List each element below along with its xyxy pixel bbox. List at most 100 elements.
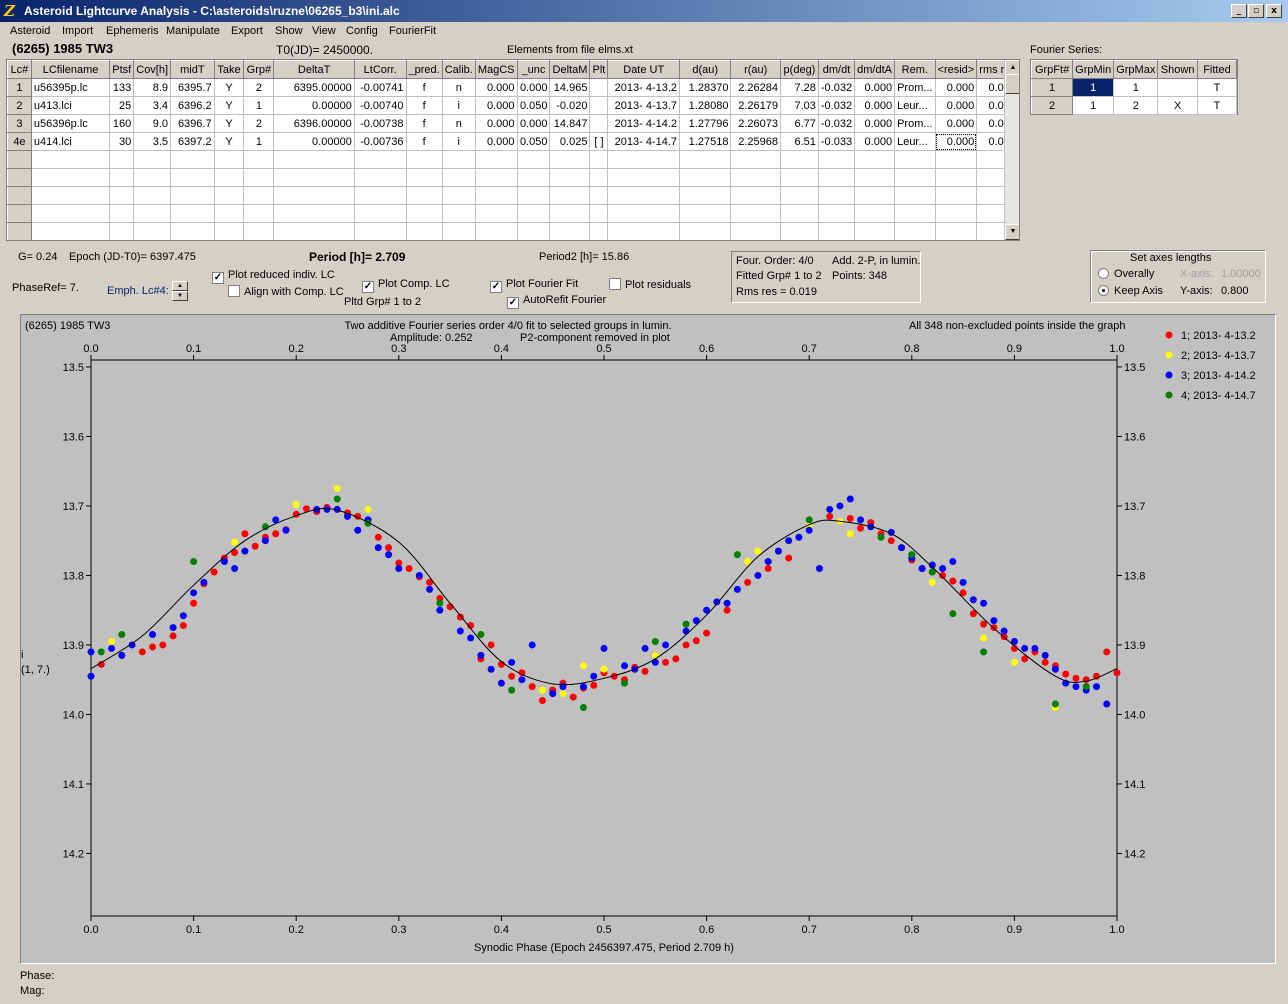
table-cell[interactable]: [589, 96, 609, 115]
table-cell[interactable]: 14.965: [549, 78, 591, 97]
table-cell[interactable]: 0.000: [474, 96, 518, 115]
table-cell[interactable]: [934, 168, 978, 187]
table-row[interactable]: 2 u413.lci 25 3.4 6396.2 Y 1 0.00000 -0.00740 f i 0…: [7, 96, 1019, 115]
row-header[interactable]: 4e: [7, 132, 32, 151]
column-header[interactable]: p(deg): [780, 60, 819, 79]
menu-view[interactable]: View: [312, 25, 336, 37]
table-cell[interactable]: [474, 186, 518, 205]
table-cell[interactable]: [273, 150, 355, 169]
table-cell[interactable]: T: [1196, 96, 1238, 115]
table-cell[interactable]: [441, 204, 476, 223]
table-cell[interactable]: 2.25968: [730, 132, 781, 151]
table-cell[interactable]: 0.050: [516, 96, 551, 115]
table-cell[interactable]: [934, 222, 978, 240]
table-cell[interactable]: [817, 222, 856, 240]
autorefit-checkbox[interactable]: ✓ AutoRefit Fourier: [507, 294, 607, 309]
table-cell[interactable]: 1.27796: [679, 114, 732, 133]
empty-row[interactable]: [7, 186, 1019, 205]
table-cell[interactable]: [780, 150, 819, 169]
table-cell[interactable]: [ ]: [589, 132, 609, 151]
column-header[interactable]: GrpMin: [1072, 60, 1115, 79]
table-cell[interactable]: [273, 222, 355, 240]
table-cell[interactable]: u56395p.lc: [30, 78, 111, 97]
table-cell[interactable]: [109, 222, 135, 240]
column-header[interactable]: Fitted: [1196, 60, 1238, 79]
table-cell[interactable]: 6395.00000: [273, 78, 355, 97]
empty-row[interactable]: [7, 222, 1019, 240]
table-cell[interactable]: i: [441, 132, 476, 151]
table-cell[interactable]: -0.032: [817, 96, 856, 115]
table-cell[interactable]: [353, 150, 407, 169]
table-cell[interactable]: 2.26179: [730, 96, 781, 115]
table-cell[interactable]: [243, 204, 275, 223]
table-cell[interactable]: [780, 204, 819, 223]
table-cell[interactable]: -0.00740: [353, 96, 407, 115]
table-cell[interactable]: [213, 168, 245, 187]
empty-row[interactable]: [7, 150, 1019, 169]
table-cell[interactable]: 2: [243, 78, 275, 97]
table-cell[interactable]: [730, 222, 781, 240]
table-cell[interactable]: [133, 186, 172, 205]
table-cell[interactable]: [516, 168, 551, 187]
table-cell[interactable]: [273, 186, 355, 205]
table-cell[interactable]: [213, 222, 245, 240]
table-cell[interactable]: 8.9: [133, 78, 172, 97]
menu-ephemeris[interactable]: Ephemeris: [106, 25, 159, 37]
table-cell[interactable]: [243, 222, 275, 240]
table-cell[interactable]: 7.03: [780, 96, 819, 115]
table-cell[interactable]: -0.032: [817, 78, 856, 97]
table-cell[interactable]: [607, 204, 681, 223]
checkbox-box[interactable]: [228, 285, 240, 297]
table-cell[interactable]: [589, 114, 609, 133]
table-cell[interactable]: u413.lci: [30, 96, 111, 115]
table-cell[interactable]: -0.00738: [353, 114, 407, 133]
table-cell[interactable]: [30, 186, 111, 205]
table-cell[interactable]: [934, 204, 978, 223]
table-cell[interactable]: [934, 150, 978, 169]
table-cell[interactable]: 0.000: [516, 114, 551, 133]
menu-show[interactable]: Show: [275, 25, 303, 37]
column-header[interactable]: Rem.: [894, 60, 936, 79]
row-header[interactable]: 2: [7, 96, 32, 115]
table-cell[interactable]: [273, 168, 355, 187]
table-cell[interactable]: -0.020: [549, 96, 591, 115]
table-cell[interactable]: [730, 150, 781, 169]
table-cell[interactable]: 2013- 4-13.7: [607, 96, 681, 115]
menu-export[interactable]: Export: [231, 25, 263, 37]
table-cell[interactable]: [516, 204, 551, 223]
column-header[interactable]: _pred.: [405, 60, 443, 79]
scroll-down-icon[interactable]: ▼: [1005, 224, 1019, 240]
checkbox-box[interactable]: ✓: [490, 281, 502, 293]
column-header[interactable]: DeltaM: [549, 60, 591, 79]
column-header[interactable]: d(au): [679, 60, 732, 79]
table-cell[interactable]: [243, 186, 275, 205]
empty-row[interactable]: [7, 204, 1019, 223]
table-cell[interactable]: [894, 150, 936, 169]
table-cell[interactable]: [607, 222, 681, 240]
table-cell[interactable]: [353, 168, 407, 187]
menu-manipulate[interactable]: Manipulate: [166, 25, 220, 37]
row-header[interactable]: [7, 150, 32, 169]
row-header[interactable]: 2: [1030, 96, 1074, 115]
column-header[interactable]: LCfilename: [30, 60, 111, 79]
plot-fourier-checkbox[interactable]: ✓ Plot Fourier Fit: [490, 278, 579, 293]
spin-up-icon[interactable]: ▲: [172, 281, 188, 291]
column-header[interactable]: LtCorr.: [353, 60, 407, 79]
table-cell[interactable]: [679, 168, 732, 187]
table-cell[interactable]: [30, 222, 111, 240]
table-cell[interactable]: Prom...: [894, 114, 936, 133]
table-cell[interactable]: [170, 150, 215, 169]
table-cell[interactable]: -0.00736: [353, 132, 407, 151]
table-cell[interactable]: [780, 186, 819, 205]
column-header[interactable]: dm/dt: [817, 60, 856, 79]
row-header[interactable]: 3: [7, 114, 32, 133]
column-header[interactable]: Cov[h]: [133, 60, 172, 79]
table-cell[interactable]: 0.025: [549, 132, 591, 151]
table-cell[interactable]: Y: [213, 96, 245, 115]
table-cell[interactable]: 1: [243, 132, 275, 151]
table-cell[interactable]: [30, 150, 111, 169]
close-button[interactable]: x: [1266, 4, 1282, 18]
table-cell[interactable]: [243, 168, 275, 187]
